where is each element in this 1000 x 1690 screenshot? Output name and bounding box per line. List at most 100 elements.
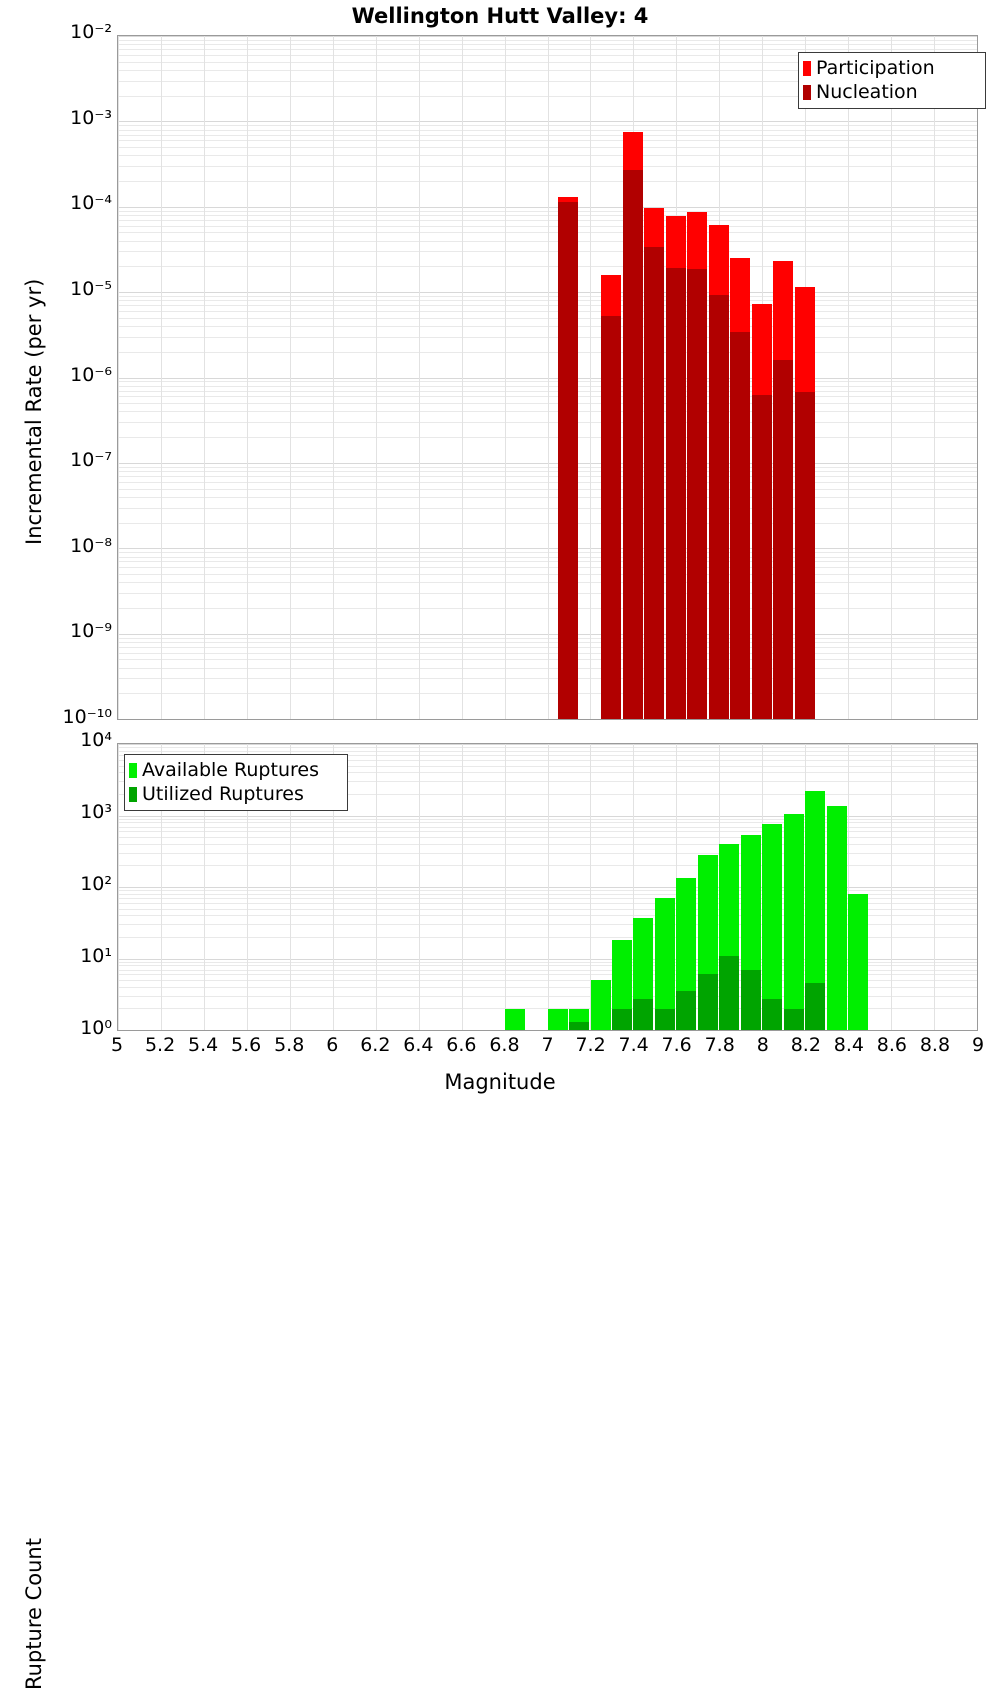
gridline-horizontal: [118, 386, 977, 387]
bar-incremental-rate-8.1: [773, 36, 793, 719]
gridline-vertical: [590, 36, 591, 719]
bar-segment-nucleation: [601, 315, 622, 719]
gridline-horizontal: [118, 751, 977, 752]
x-axis-tick-label: 5.8: [274, 1034, 305, 1056]
gridline-horizontal: [118, 996, 977, 997]
gridline-horizontal: [118, 642, 977, 643]
bar-segment-utilized-ruptures: [676, 991, 697, 1030]
gridline-horizontal: [118, 766, 977, 767]
gridline-vertical: [462, 36, 463, 719]
gridline-vertical: [977, 744, 978, 1030]
x-axis-tick-label: 9: [971, 1034, 985, 1056]
bottom-panel-ylabel: Rupture Count: [22, 1538, 46, 1690]
gridline-horizontal: [118, 582, 977, 583]
gridline-horizontal: [118, 81, 977, 82]
bar-segment-available-ruptures: [654, 897, 675, 1030]
gridline-vertical: [376, 744, 377, 1030]
x-axis-tick-label: 8.2: [790, 1034, 821, 1056]
gridline-horizontal: [118, 292, 977, 293]
gridline-horizontal: [118, 422, 977, 423]
bar-rupture-count-7.95: [740, 744, 761, 1030]
x-axis-tick-label: 7.4: [618, 1034, 649, 1056]
gridline-horizontal: [118, 508, 977, 509]
legend-label-utilized-ruptures: Utilized Ruptures: [142, 782, 304, 805]
x-axis-tick-label: 8.8: [919, 1034, 951, 1056]
legend-label-nucleation: Nucleation: [816, 80, 918, 103]
bar-rupture-count-8.15: [783, 744, 804, 1030]
x-axis-tick-label: 7.6: [661, 1034, 692, 1056]
x-axis-label: Magnitude: [444, 1070, 556, 1094]
y-axis-tick-label: 10²: [80, 873, 112, 895]
gridline-horizontal: [118, 391, 977, 392]
gridline-horizontal: [118, 49, 977, 50]
page-title: Wellington Hutt Valley: 4: [351, 4, 649, 28]
gridline-vertical: [204, 744, 205, 1030]
bar-segment-utilized-ruptures: [697, 974, 718, 1030]
gridline-horizontal: [118, 653, 977, 654]
top-plot-area: [117, 35, 978, 720]
bar-segment-utilized-ruptures: [611, 1008, 632, 1030]
gridline-horizontal: [118, 497, 977, 498]
bottom-panel-legend: Available Ruptures Utilized Ruptures: [124, 754, 348, 811]
bar-rupture-count-6.85: [504, 744, 525, 1030]
bar-segment-nucleation: [773, 360, 793, 719]
bar-segment-nucleation: [622, 169, 643, 719]
bar-segment-available-ruptures: [783, 814, 804, 1030]
gridline-horizontal: [118, 980, 977, 981]
bar-incremental-rate-7.3: [601, 36, 622, 719]
bar-rupture-count-8.45: [848, 744, 869, 1030]
gridline-horizontal: [118, 608, 977, 609]
y-axis-tick-label: 10⁻³: [70, 106, 112, 129]
gridline-horizontal: [118, 894, 977, 895]
gridline-horizontal: [118, 489, 977, 490]
gridline-vertical: [333, 744, 334, 1030]
gridline-horizontal: [118, 719, 977, 720]
gridline-horizontal: [118, 471, 977, 472]
gridline-horizontal: [118, 44, 977, 45]
gridline-horizontal: [118, 467, 977, 468]
gridline-horizontal: [118, 552, 977, 553]
gridline-horizontal: [118, 121, 977, 122]
gridline-horizontal: [118, 924, 977, 925]
bar-segment-available-ruptures: [590, 980, 611, 1030]
gridline-vertical: [333, 36, 334, 719]
bar-incremental-rate-7.8: [708, 36, 729, 719]
legend-row-utilized-ruptures: Utilized Ruptures: [129, 782, 341, 806]
gridline-horizontal: [118, 678, 977, 679]
gridline-horizontal: [118, 987, 977, 988]
bottom-plot-area: [117, 743, 978, 1031]
x-axis-tick-label: 6: [326, 1034, 339, 1056]
gridline-horizontal: [118, 55, 977, 56]
bar-rupture-count-7.05: [547, 744, 568, 1030]
bar-segment-nucleation: [708, 294, 729, 719]
bar-incremental-rate-8: [751, 36, 772, 719]
gridline-horizontal: [118, 634, 977, 635]
x-axis-tick-label: 6.6: [446, 1034, 477, 1056]
gridline-horizontal: [118, 747, 977, 748]
gridline-vertical: [891, 744, 892, 1030]
gridline-horizontal: [118, 318, 977, 319]
top-panel-ylabel: Incremental Rate (per yr): [22, 278, 46, 545]
gridline-vertical: [290, 36, 291, 719]
x-axis-tick-label: 6.8: [489, 1034, 520, 1056]
gridline-vertical: [848, 36, 849, 719]
bar-segment-utilized-ruptures: [740, 969, 761, 1030]
legend-label-available-ruptures: Available Ruptures: [142, 758, 319, 781]
gridline-horizontal: [118, 659, 977, 660]
gridline-horizontal: [118, 819, 977, 820]
gridline-horizontal: [118, 638, 977, 639]
gridline-horizontal: [118, 352, 977, 353]
bar-rupture-count-7.85: [719, 744, 740, 1030]
bar-segment-nucleation: [730, 332, 750, 719]
bar-segment-utilized-ruptures: [654, 1008, 675, 1030]
gridline-horizontal: [118, 70, 977, 71]
y-axis-tick-label: 10⁴: [80, 729, 112, 751]
gridline-vertical: [118, 744, 119, 1030]
legend-row-nucleation: Nucleation: [803, 80, 979, 104]
bar-rupture-count-8.05: [762, 744, 783, 1030]
y-axis-tick-label: 10⁻⁴: [70, 192, 112, 215]
bar-segment-utilized-ruptures: [783, 1008, 804, 1030]
bar-segment-available-ruptures: [848, 893, 869, 1030]
gridline-horizontal: [118, 135, 977, 136]
bar-segment-available-ruptures: [826, 806, 847, 1030]
